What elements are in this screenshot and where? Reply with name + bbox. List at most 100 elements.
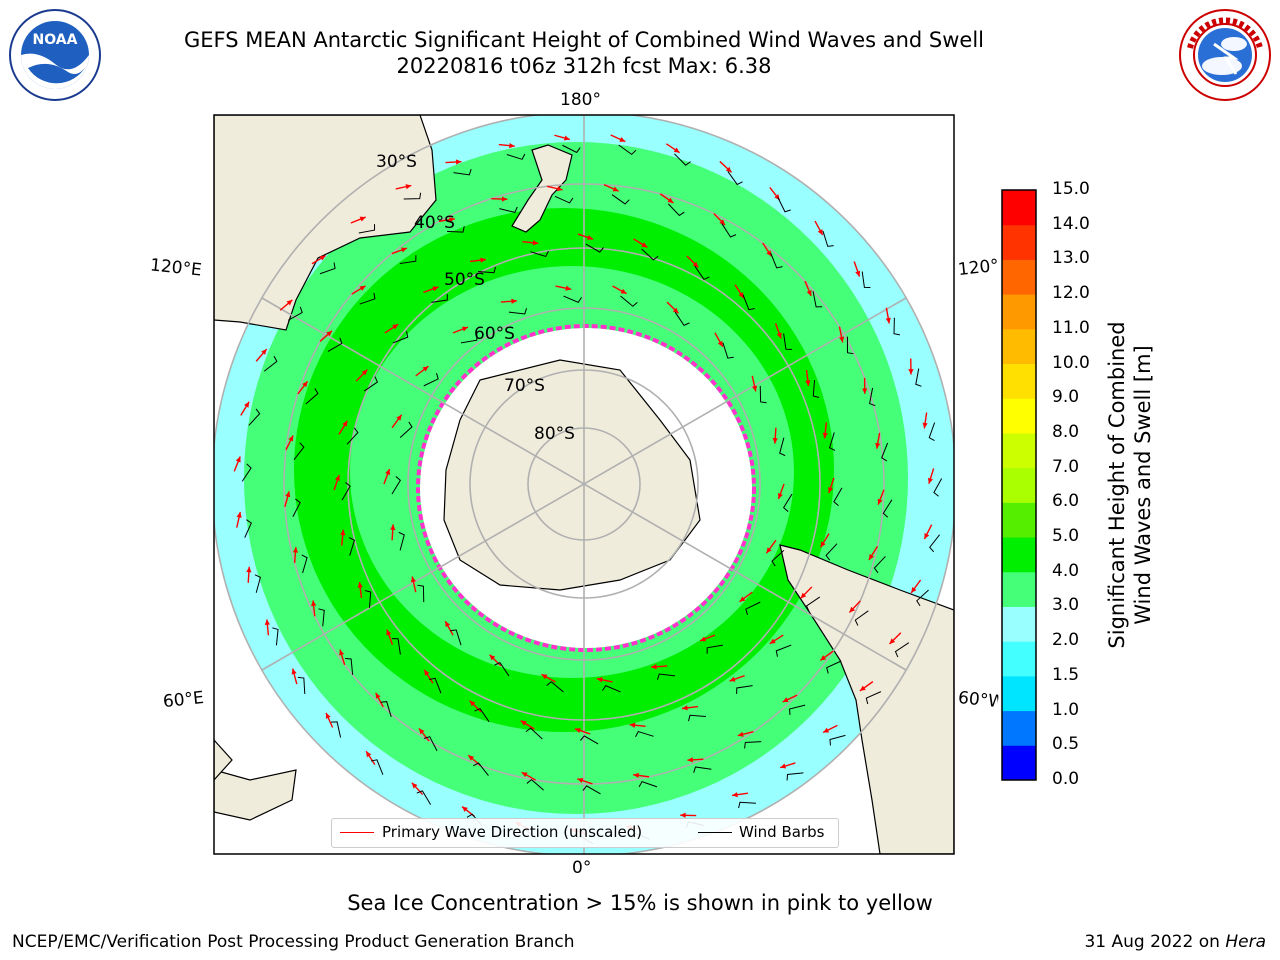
wind-barb bbox=[744, 741, 762, 749]
lat-label-40s: 40°S bbox=[414, 213, 455, 233]
wind-barb bbox=[563, 295, 582, 303]
wind-barb bbox=[263, 355, 278, 372]
wind-barb bbox=[392, 638, 401, 655]
colorbar-tick-label: 0.0 bbox=[1052, 769, 1080, 789]
wind-barb bbox=[873, 556, 886, 574]
colorbar-cell bbox=[1002, 190, 1036, 226]
wave-direction-arrowhead bbox=[366, 751, 372, 758]
wind-barb bbox=[392, 331, 409, 344]
wave-direction-arrowhead bbox=[859, 685, 866, 691]
wave-direction-arrowhead bbox=[509, 143, 515, 149]
wind-barb bbox=[494, 662, 510, 677]
wave-direction-arrowhead bbox=[246, 566, 252, 573]
wave-direction-arrowhead bbox=[461, 806, 468, 812]
wave-direction-arrowhead bbox=[651, 664, 657, 670]
lon-label-0: 0° bbox=[572, 858, 592, 878]
wave-direction-arrowhead bbox=[619, 137, 626, 142]
wave-direction-arrowhead bbox=[772, 438, 778, 444]
wave-direction-arrowhead bbox=[868, 554, 875, 560]
wave-direction-arrowhead bbox=[817, 229, 823, 236]
wave-direction-arrowhead bbox=[725, 166, 732, 173]
wave-direction-arrowhead bbox=[396, 414, 402, 421]
wind-barb bbox=[391, 476, 402, 495]
wind-barb bbox=[305, 388, 319, 405]
wave-direction-arrowhead bbox=[780, 763, 787, 769]
wave-direction-arrowhead bbox=[577, 778, 584, 784]
wind-barb bbox=[759, 385, 767, 404]
legend-swatch-wave bbox=[340, 832, 374, 833]
wind-barb bbox=[738, 801, 756, 809]
wind-barb bbox=[554, 195, 574, 204]
colorbar-cell bbox=[1002, 224, 1036, 260]
wave-direction-arrowhead bbox=[424, 669, 430, 676]
wave-direction-arrowhead bbox=[359, 285, 366, 291]
wave-direction-arrowhead bbox=[532, 240, 539, 246]
wave-direction-arrowhead bbox=[927, 477, 933, 484]
wave-direction-arrowhead bbox=[455, 159, 462, 165]
lon-label-180: 180° bbox=[560, 90, 601, 110]
wind-barb bbox=[254, 574, 261, 593]
wave-direction-arrowhead bbox=[291, 668, 297, 675]
wind-barb bbox=[638, 781, 658, 788]
wind-barb bbox=[656, 673, 676, 680]
wave-direction-arrowhead bbox=[700, 636, 706, 642]
wave-direction-arrowhead bbox=[574, 728, 581, 734]
wave-direction-arrowhead bbox=[908, 369, 914, 375]
wind-barb bbox=[805, 596, 821, 612]
wind-barb bbox=[380, 701, 392, 718]
wave-direction-arrowhead bbox=[732, 792, 738, 798]
footer-date: 31 Aug 2022 on Hera bbox=[1084, 932, 1266, 952]
wind-barb bbox=[453, 168, 472, 176]
wave-direction-arrowhead bbox=[359, 216, 366, 222]
wind-barb bbox=[526, 778, 544, 791]
colorbar-cell bbox=[1002, 606, 1036, 642]
colorbar-cell bbox=[1002, 641, 1036, 677]
wave-direction-arrowhead bbox=[855, 270, 861, 277]
wave-direction-arrowhead bbox=[820, 541, 826, 548]
wind-barb bbox=[822, 230, 834, 247]
wind-barb bbox=[348, 537, 356, 556]
colorbar-tick-label: 10.0 bbox=[1052, 352, 1090, 373]
wave-direction-arrowhead bbox=[738, 292, 744, 299]
sea-ice-edge bbox=[416, 324, 756, 652]
wind-barb bbox=[786, 772, 804, 781]
wave-direction-arrowhead bbox=[620, 288, 627, 294]
colorbar-tick-label: 1.5 bbox=[1052, 664, 1080, 685]
colorbar-tick-label: 6.0 bbox=[1052, 491, 1080, 512]
wind-barb bbox=[929, 534, 941, 553]
lat-label-50s: 50°S bbox=[444, 270, 485, 290]
wind-barb bbox=[611, 194, 630, 205]
wave-direction-arrowhead bbox=[410, 576, 416, 583]
wind-barb bbox=[499, 206, 518, 213]
wave-direction-arrowhead bbox=[286, 299, 293, 306]
wave-direction-arrowhead bbox=[541, 674, 548, 680]
wave-direction-arrowhead bbox=[877, 498, 883, 505]
wind-barb bbox=[345, 658, 354, 675]
wind-barb bbox=[694, 265, 710, 281]
wave-direction-arrowhead bbox=[692, 261, 699, 268]
land-africa bbox=[214, 769, 297, 821]
wind-barb bbox=[423, 736, 438, 752]
wave-direction-arrowhead bbox=[489, 654, 496, 661]
wind-barb bbox=[861, 271, 871, 289]
wind-barb bbox=[331, 721, 342, 738]
wind-barb bbox=[770, 252, 783, 269]
wave-direction-arrowhead bbox=[375, 692, 381, 699]
wave-direction-arrowhead bbox=[805, 380, 811, 386]
wind-barb bbox=[782, 493, 793, 512]
wave-direction-arrowhead bbox=[719, 219, 726, 226]
wave-direction-arrowhead bbox=[776, 332, 782, 339]
colorbar bbox=[1001, 189, 1037, 781]
wind-barb bbox=[881, 442, 889, 462]
wave-direction-arrowhead bbox=[468, 755, 475, 761]
land-new-zealand bbox=[511, 144, 573, 233]
wind-barb bbox=[620, 295, 638, 307]
wind-barb bbox=[546, 681, 564, 693]
wave-direction-arrowhead bbox=[612, 186, 619, 192]
wind-barb bbox=[722, 342, 734, 359]
wave-direction-arrowhead bbox=[717, 340, 723, 347]
wave-direction-arrowhead bbox=[729, 676, 736, 682]
lat-label-60s: 60°S bbox=[474, 324, 515, 344]
wave-direction-arrowhead bbox=[311, 600, 317, 607]
wind-barb bbox=[602, 685, 621, 693]
